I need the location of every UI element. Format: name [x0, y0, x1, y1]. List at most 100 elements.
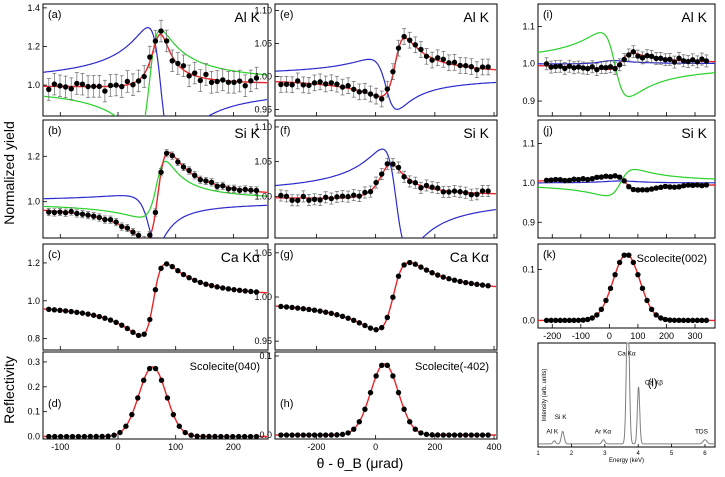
data-point [85, 212, 91, 218]
data-point [123, 423, 129, 429]
y-tick-label: 1.0 [522, 59, 535, 69]
data-point [311, 432, 318, 438]
data-point [575, 64, 582, 70]
data-point [295, 197, 301, 204]
panel-frame [42, 119, 269, 239]
data-point [584, 176, 591, 183]
x-tick-label: 4 [637, 451, 641, 457]
data-point [69, 433, 76, 439]
data-point [356, 89, 363, 95]
data-point [200, 433, 206, 439]
data-point [107, 216, 114, 223]
data-point [639, 55, 646, 61]
data-point [345, 193, 351, 200]
data-point [543, 177, 550, 184]
data-point [694, 59, 700, 65]
data-point [158, 28, 164, 34]
data-point [317, 197, 323, 203]
data-point [603, 64, 609, 71]
data-point [639, 285, 646, 292]
data-point [658, 184, 664, 191]
data-point [62, 210, 69, 216]
data-point [690, 57, 696, 63]
data-point [236, 187, 243, 193]
data-point [339, 313, 346, 320]
data-point [158, 377, 165, 383]
data-point [169, 152, 175, 159]
data-point [485, 432, 491, 438]
data-point [102, 216, 108, 223]
panel-frame [42, 351, 269, 440]
data-point [328, 80, 335, 86]
panel-title: Si K [463, 125, 489, 141]
data-point [594, 312, 600, 318]
data-point [699, 182, 705, 189]
panel-tag: (h) [280, 398, 293, 410]
data-point [192, 172, 198, 179]
data-point [699, 317, 705, 324]
data-point [667, 56, 673, 63]
data-point [182, 429, 188, 436]
data-point [75, 433, 82, 439]
plot-area [43, 365, 267, 439]
data-point [51, 81, 58, 87]
data-point [57, 209, 63, 215]
data-point [658, 55, 664, 61]
data-point [135, 78, 142, 84]
data-point [158, 265, 164, 272]
data-point [300, 305, 307, 312]
data-point [367, 188, 374, 195]
panel-title: Ca Kα [221, 249, 260, 265]
data-point [676, 55, 682, 61]
data-point [231, 186, 237, 192]
data-point [607, 64, 614, 70]
data-point [311, 196, 318, 203]
x-tick-label: -200 [543, 331, 561, 341]
y-title-top: Normalized yield [1, 121, 17, 224]
data-point [351, 426, 357, 432]
panel-tag: (l) [648, 378, 658, 390]
data-point [648, 306, 655, 313]
data-point [152, 38, 159, 44]
data-point [135, 332, 142, 339]
data-point [74, 210, 80, 217]
plot-area [538, 252, 715, 324]
data-point [192, 277, 198, 283]
data-point [384, 161, 391, 167]
data-point [379, 362, 385, 369]
peak-label: Ca Kβ [645, 380, 663, 387]
data-point [468, 280, 475, 287]
data-point [111, 432, 117, 438]
data-point [119, 322, 125, 328]
panel-tag: (g) [280, 249, 293, 261]
y-tick-label: 1.2 [27, 258, 40, 268]
x-tick-label: 2 [570, 451, 574, 457]
data-point [87, 433, 94, 439]
data-point [203, 71, 209, 78]
data-point [328, 432, 335, 438]
panel-frame [537, 243, 716, 329]
data-point [90, 312, 97, 318]
data-point [46, 306, 52, 313]
data-point [390, 294, 396, 300]
data-point [468, 432, 475, 438]
panel-e: 0.95 1.00 1.05 1.10 (e) Al K [254, 3, 498, 117]
panel-j: 0.9 1.0 1.1 (j) Si K [522, 119, 716, 239]
data-point [186, 167, 192, 174]
data-point [566, 63, 573, 69]
data-point [197, 177, 204, 183]
data-point [74, 80, 80, 87]
data-point [345, 83, 351, 89]
data-point [474, 281, 480, 288]
data-point [440, 189, 447, 195]
data-point [96, 83, 102, 90]
data-point [589, 175, 595, 182]
data-point [626, 183, 632, 190]
data-point [46, 209, 52, 215]
data-point [236, 287, 243, 294]
data-point [295, 78, 301, 84]
data-point [224, 433, 230, 439]
data-point [323, 194, 329, 201]
data-point [612, 271, 618, 278]
panel-tag: (a) [48, 9, 61, 21]
